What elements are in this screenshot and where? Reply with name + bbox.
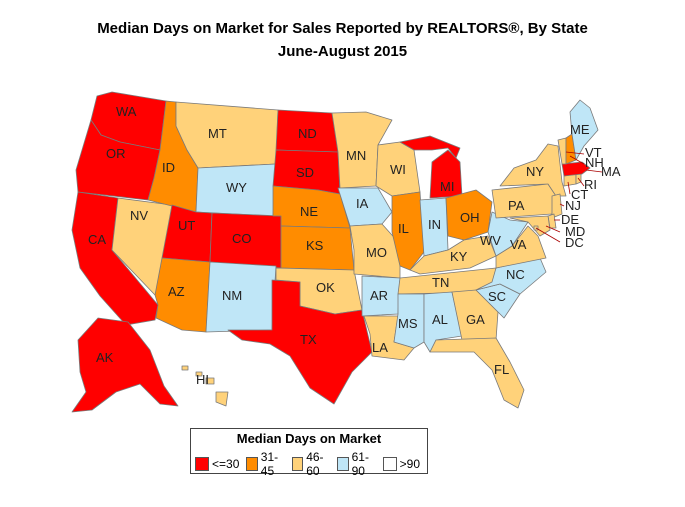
label-TX: TX — [300, 332, 317, 347]
state-AK[interactable] — [71, 317, 179, 413]
label-AL: AL — [432, 312, 448, 327]
legend-item-31-45: 31-45 — [246, 450, 284, 478]
label-UT: UT — [178, 218, 195, 233]
label-DE: DE — [561, 212, 579, 227]
label-OH: OH — [460, 210, 480, 225]
state-ME[interactable] — [569, 99, 599, 161]
label-HI: HI — [196, 372, 209, 387]
label-CO: CO — [232, 231, 252, 246]
label-IL: IL — [398, 221, 409, 236]
label-CT: CT — [571, 187, 588, 202]
label-VA: VA — [510, 237, 527, 252]
label-FL: FL — [494, 362, 509, 377]
label-MD: MD — [565, 224, 585, 239]
label-GA: GA — [466, 312, 485, 327]
state-HI[interactable] — [181, 365, 229, 407]
legend-item-61-90: 61-90 — [337, 450, 375, 478]
label-NV: NV — [130, 208, 148, 223]
label-WI: WI — [390, 162, 406, 177]
legend-swatch-31-45 — [246, 457, 258, 471]
label-RI: RI — [584, 177, 597, 192]
label-MN: MN — [346, 148, 366, 163]
state-TX[interactable] — [227, 279, 373, 405]
map-title: Median Days on Market for Sales Reported… — [97, 20, 588, 37]
label-WA: WA — [116, 104, 137, 119]
label-NC: NC — [506, 267, 525, 282]
label-LA: LA — [372, 340, 388, 355]
state-KY[interactable] — [409, 235, 497, 275]
label-WV: WV — [480, 233, 501, 248]
label-ME: ME — [570, 122, 590, 137]
legend-item-gt90: >90 — [382, 457, 420, 471]
label-OR: OR — [106, 146, 126, 161]
legend-items: <=30 31-45 46-60 61-90 >90 — [195, 450, 427, 478]
label-ND: ND — [298, 126, 317, 141]
label-NY: NY — [526, 164, 544, 179]
legend-item-46-60: 46-60 — [291, 450, 330, 478]
label-IA: IA — [356, 196, 369, 211]
legend-swatch-61-90 — [337, 457, 349, 471]
state-MI[interactable] — [399, 135, 463, 199]
label-AZ: AZ — [168, 284, 185, 299]
label-SD: SD — [296, 165, 314, 180]
state-MA[interactable] — [561, 161, 591, 177]
state-labels: WA OR CA NV ID MT WY UT CO AZ NM ND SD N… — [88, 104, 621, 387]
callout-lines — [535, 151, 603, 243]
legend-swatch-46-60 — [291, 457, 304, 471]
state-NC[interactable] — [475, 257, 547, 295]
label-NJ: NJ — [565, 198, 581, 213]
label-TN: TN — [432, 275, 449, 290]
legend-swatch-gt90 — [382, 457, 397, 471]
state-GA[interactable] — [451, 289, 499, 341]
legend-label-31-45: 31-45 — [260, 450, 279, 478]
label-AK: AK — [96, 350, 114, 365]
label-IN: IN — [428, 217, 441, 232]
label-DC: DC — [565, 235, 584, 250]
label-MS: MS — [398, 316, 418, 331]
label-KY: KY — [450, 249, 468, 264]
label-WY: WY — [226, 180, 247, 195]
label-MO: MO — [366, 245, 387, 260]
label-NH: NH — [585, 155, 604, 170]
map-subtitle: June-August 2015 — [277, 43, 408, 60]
label-SC: SC — [488, 289, 506, 304]
legend-label-46-60: 46-60 — [306, 450, 324, 478]
legend-title: Median Days on Market — [236, 431, 382, 446]
state-IA[interactable] — [337, 187, 393, 227]
legend-swatch-le30 — [195, 457, 209, 471]
label-CA: CA — [88, 232, 106, 247]
label-NM: NM — [222, 288, 242, 303]
state-NY[interactable] — [499, 143, 567, 197]
legend-label-gt90: >90 — [399, 457, 420, 471]
state-FL[interactable] — [429, 337, 525, 409]
label-NE: NE — [300, 204, 318, 219]
legend-label-le30: <=30 — [212, 457, 240, 471]
label-MI: MI — [440, 179, 454, 194]
label-KS: KS — [306, 238, 324, 253]
legend-item-le30: <=30 — [195, 457, 239, 471]
label-VT: VT — [585, 145, 602, 160]
label-MT: MT — [208, 126, 227, 141]
state-NJ[interactable] — [551, 193, 563, 219]
label-ID: ID — [162, 160, 175, 175]
legend-label-61-90: 61-90 — [351, 450, 369, 478]
label-AR: AR — [370, 288, 388, 303]
label-OK: OK — [316, 280, 335, 295]
label-MA: MA — [601, 164, 621, 179]
label-PA: PA — [508, 198, 525, 213]
legend: Median Days on Market <=30 31-45 46-60 6… — [190, 428, 428, 478]
